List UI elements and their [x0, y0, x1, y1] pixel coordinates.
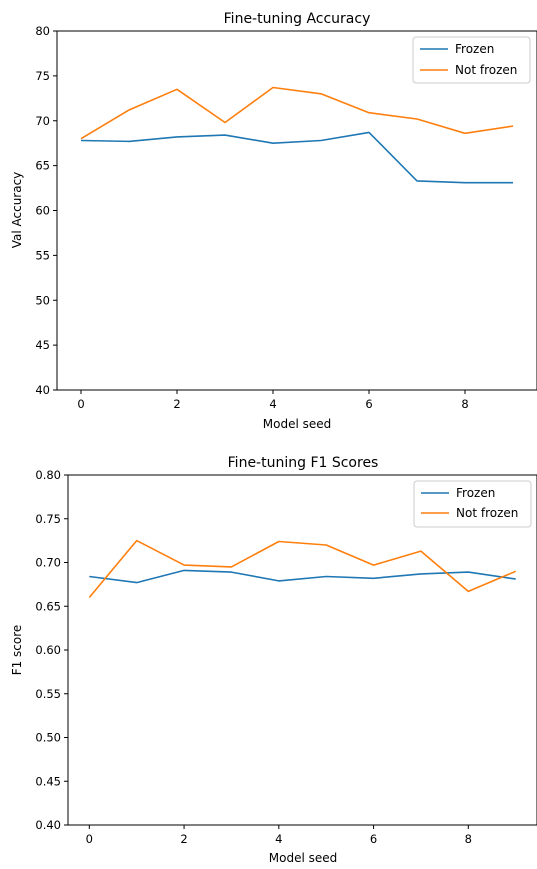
accuracy-series-not-frozen-line [80, 86, 514, 140]
f1-y-axis-label: F1 score [10, 625, 24, 676]
accuracy-x-axis-label: Model seed [263, 417, 331, 431]
f1-x-ticks: 0 2 4 6 8 [86, 825, 472, 846]
f1-x-tick-label: 6 [370, 832, 377, 846]
accuracy-y-tick-label: 70 [35, 114, 50, 128]
f1-x-tick-label: 0 [86, 832, 93, 846]
accuracy-series-frozen-line [80, 131, 513, 184]
f1-chart: Fine-tuning F1 Scores 0.400.450.500.550.… [10, 455, 537, 865]
accuracy-legend-frozen-label: Frozen [455, 42, 494, 56]
accuracy-y-axis-label: Val Accuracy [10, 172, 24, 249]
f1-series-not-frozen-line [88, 539, 517, 599]
accuracy-y-tick-label: 45 [35, 338, 50, 352]
accuracy-y-ticks: 40 45 50 55 60 65 70 75 80 [35, 24, 57, 397]
f1-y-tick-label: 0.50 [35, 731, 61, 745]
accuracy-x-tick-label: 2 [173, 397, 180, 411]
f1-y-tick-label: 0.60 [35, 643, 61, 657]
f1-y-ticks: 0.40 0.45 0.50 0.55 0.60 0.65 0.70 0.75 0.80 [35, 468, 68, 832]
accuracy-y-tick-label: 80 [35, 24, 50, 38]
accuracy-y-tick-label: 65 [35, 159, 50, 173]
f1-series-lines [88, 539, 517, 599]
accuracy-x-ticks: 0 2 4 6 8 [77, 390, 469, 411]
accuracy-series-lines [80, 86, 514, 184]
f1-y-tick-label: 0.40 [35, 818, 61, 832]
f1-y-tick-label: 0.55 [35, 687, 61, 701]
f1-series-frozen-line [89, 569, 516, 584]
accuracy-legend: Frozen Not frozen [412, 36, 531, 84]
f1-plot-frame [67, 474, 537, 826]
accuracy-x-tick-label: 4 [269, 397, 276, 411]
f1-y-tick-label: 0.65 [35, 599, 61, 613]
accuracy-y-tick-label: 40 [35, 383, 50, 397]
f1-x-tick-label: 4 [275, 832, 282, 846]
f1-x-axis-label: Model seed [269, 851, 337, 865]
f1-y-tick-label: 0.45 [35, 774, 61, 788]
f1-legend-not-frozen-label: Not frozen [456, 506, 518, 520]
accuracy-legend-not-frozen-label: Not frozen [455, 63, 517, 77]
f1-x-tick-label: 8 [465, 832, 472, 846]
accuracy-y-tick-label: 50 [35, 293, 50, 307]
accuracy-y-tick-label: 60 [35, 204, 50, 218]
accuracy-x-tick-label: 6 [365, 397, 372, 411]
f1-legend-frozen-label: Frozen [456, 486, 495, 500]
accuracy-chart: Fine-tuning Accuracy 404550556065707580 … [10, 11, 537, 431]
accuracy-x-tick-label: 8 [461, 397, 468, 411]
f1-legend: Frozen Not frozen [413, 480, 532, 528]
f1-y-tick-label: 0.75 [35, 512, 61, 526]
f1-y-tick-label: 0.70 [35, 556, 61, 570]
f1-x-tick-label: 2 [180, 832, 187, 846]
accuracy-x-tick-label: 0 [77, 397, 84, 411]
accuracy-y-tick-label: 75 [35, 69, 50, 83]
accuracy-y-tick-label: 55 [35, 248, 50, 262]
accuracy-plot-frame [56, 30, 537, 391]
f1-y-tick-label: 0.80 [35, 468, 61, 482]
accuracy-chart-title: Fine-tuning Accuracy [224, 11, 371, 27]
f1-chart-title: Fine-tuning F1 Scores [228, 455, 379, 471]
